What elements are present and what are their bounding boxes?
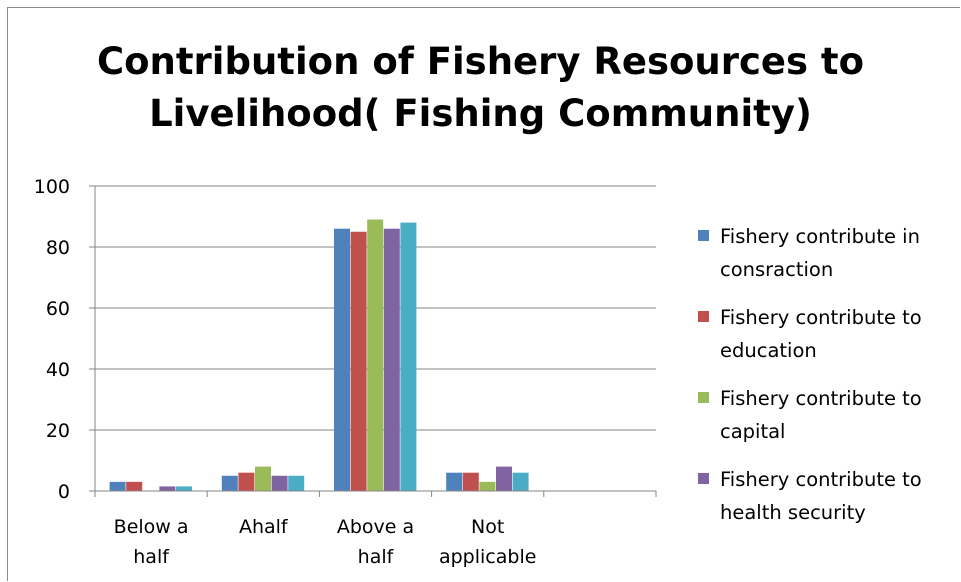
bar-4-3 xyxy=(383,228,400,491)
legend-item: Fishery contribute to education xyxy=(698,301,960,382)
bar-1-2 xyxy=(221,475,238,491)
bar-1-1 xyxy=(109,481,126,491)
bar-1-3 xyxy=(334,228,350,491)
bar-2-2 xyxy=(238,472,255,491)
legend-label-line: capital xyxy=(720,420,786,443)
x-tick-label-line: half xyxy=(358,546,395,568)
chart-title-text: Contribution of Fishery Resources to Liv… xyxy=(96,40,865,135)
x-tick-label: Ahalf xyxy=(239,516,289,538)
x-tick-label-line: Below a xyxy=(114,516,189,538)
bar-5-2 xyxy=(288,475,305,491)
legend-item: Fishery contribute in consraction xyxy=(698,220,960,301)
x-tick-label: Not applicable xyxy=(439,516,536,568)
legend-label-line: Fishery contribute to xyxy=(720,306,922,329)
bar-4-4 xyxy=(496,466,512,491)
legend-label-line: Fishery contribute in xyxy=(720,225,920,248)
x-tick-label: Below a half xyxy=(114,516,189,568)
y-tick-label: 20 xyxy=(46,420,70,442)
bar-5-1 xyxy=(176,486,192,491)
legend-label-line: consraction xyxy=(720,258,834,281)
legend-swatch xyxy=(698,311,709,322)
y-tick-label: 60 xyxy=(46,298,70,320)
legend-item: Fishery contribute to health security xyxy=(698,463,960,544)
x-tick-label-line: half xyxy=(133,546,170,568)
bar-4-2 xyxy=(271,475,288,491)
bar-4-1 xyxy=(159,486,176,491)
bar-1-4 xyxy=(446,472,463,491)
legend-label: Fishery contribute to health security xyxy=(720,463,960,529)
y-tick-label: 80 xyxy=(46,237,70,259)
legend-label: Fishery contribute to capital xyxy=(720,382,960,448)
x-tick-label-line: Not xyxy=(471,516,504,538)
legend: Fishery contribute in consraction Fishery … xyxy=(698,220,960,544)
x-tick-label-line: Above a xyxy=(337,516,414,538)
x-tick-label: Above a half xyxy=(337,516,414,568)
legend-swatch xyxy=(698,473,709,484)
x-tick-label-line: Ahalf xyxy=(239,516,289,538)
bar-3-4 xyxy=(479,481,496,491)
legend-swatch xyxy=(698,230,709,241)
legend-label-line: Fishery contribute to xyxy=(720,387,922,410)
y-tick-label: 100 xyxy=(34,176,70,198)
bar-2-3 xyxy=(350,231,367,491)
bar-5-3 xyxy=(400,222,417,491)
x-tick-label-line: applicable xyxy=(439,546,536,568)
chart-title: Contribution of Fishery Resources to Liv… xyxy=(0,36,961,140)
legend-label: Fishery contribute in consraction xyxy=(720,220,960,286)
bar-2-4 xyxy=(462,472,479,491)
bar-5-4 xyxy=(512,472,529,491)
y-tick-label: 40 xyxy=(46,359,70,381)
bar-3-3 xyxy=(367,219,384,492)
legend-swatch xyxy=(698,392,709,403)
legend-item: Fishery contribute to capital xyxy=(698,382,960,463)
legend-label: Fishery contribute to education xyxy=(720,301,960,367)
legend-label-line: health security xyxy=(720,501,866,524)
legend-label-line: Fishery contribute to xyxy=(720,468,922,491)
bar-3-2 xyxy=(255,466,271,491)
y-tick-label: 0 xyxy=(58,481,70,503)
legend-label-line: education xyxy=(720,339,817,362)
bar-2-1 xyxy=(126,481,143,491)
